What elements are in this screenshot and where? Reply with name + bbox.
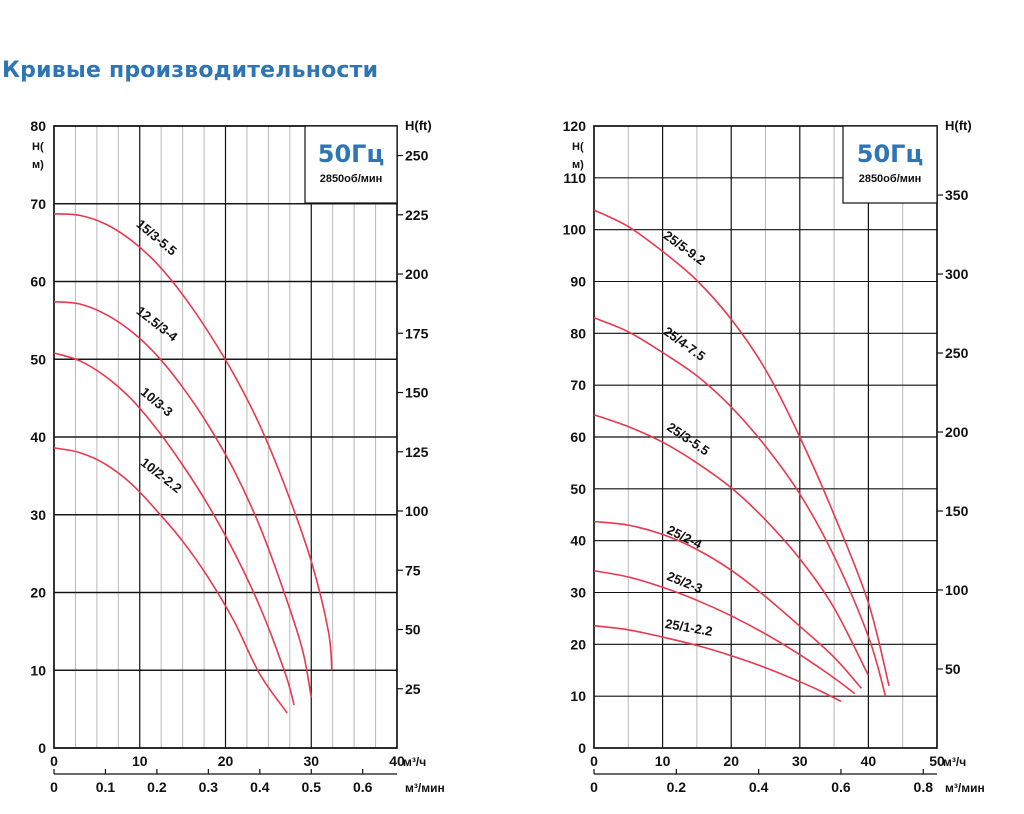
secondary-x-tick-label: 0.6 xyxy=(353,779,373,795)
curve-label: 25/3-5.5 xyxy=(664,419,712,458)
y-tick-label-right: 200 xyxy=(405,266,429,282)
y-axis-label-right: H(ft) xyxy=(945,118,972,133)
y-axis-label-left: H( xyxy=(572,141,584,153)
y-tick-label-right: 125 xyxy=(405,444,429,460)
x-tick-label: 10 xyxy=(132,753,148,769)
y-tick-label: 40 xyxy=(570,533,586,549)
curve-25/2-4 xyxy=(593,520,863,689)
y-tick-label-right: 350 xyxy=(945,187,969,203)
y-tick-label: 0 xyxy=(38,740,46,756)
curve-25/2-3 xyxy=(593,569,856,695)
y-axis-label-left: H( xyxy=(32,141,44,153)
y-tick-label: 60 xyxy=(570,429,586,445)
y-tick-label-right: 50 xyxy=(405,622,421,638)
x-tick-label: 0 xyxy=(590,753,598,769)
curve-label: 25/2-4 xyxy=(665,522,705,552)
y-axis-label-right: H(ft) xyxy=(405,118,432,133)
frequency-label: 50Гц xyxy=(857,140,923,168)
curve-25/5-9.2 xyxy=(593,209,890,686)
x-tick-label: 0 xyxy=(50,753,58,769)
curve-25/4-7.5 xyxy=(593,317,887,697)
y-tick-label-right: 100 xyxy=(405,503,429,519)
y-tick-label-right: 150 xyxy=(945,503,969,519)
y-tick-label: 30 xyxy=(570,585,586,601)
secondary-x-tick-label: 0.2 xyxy=(667,779,687,795)
y-tick-label: 10 xyxy=(570,688,586,704)
y-tick-label-right: 25 xyxy=(405,681,421,697)
y-tick-label: 70 xyxy=(570,377,586,393)
speed-label: 2850об/мин xyxy=(859,173,922,185)
y-tick-label-right: 150 xyxy=(405,385,429,401)
y-tick-label-right: 100 xyxy=(945,582,969,598)
curve-25/1-2.2 xyxy=(593,624,842,703)
secondary-x-tick-label: 0.6 xyxy=(831,779,851,795)
speed-label: 2850об/мин xyxy=(320,173,383,185)
curve-label: 25/5-9.2 xyxy=(661,228,708,268)
y-tick-label: 50 xyxy=(570,481,586,497)
y-tick-label-right: 175 xyxy=(405,325,429,341)
secondary-x-tick-label: 0.2 xyxy=(147,779,167,795)
y-tick-label: 100 xyxy=(563,222,587,238)
y-tick-label: 110 xyxy=(563,170,586,186)
frequency-label: 50Гц xyxy=(318,140,384,168)
x-tick-label: 20 xyxy=(723,753,739,769)
frequency-box xyxy=(304,125,398,204)
page-title: Кривые производительности xyxy=(2,58,379,83)
curve-label: 25/4-7.5 xyxy=(661,324,708,364)
y-tick-label-right: 300 xyxy=(945,266,969,282)
plot-frame xyxy=(53,125,398,749)
secondary-x-tick-label: 0.8 xyxy=(914,779,934,795)
plot-frame xyxy=(593,125,938,749)
x-tick-label: 50 xyxy=(929,753,945,769)
y-tick-label-right: 250 xyxy=(405,148,429,164)
x-tick-label: 30 xyxy=(303,753,319,769)
frequency-box xyxy=(842,125,938,204)
x-axis-label-main: м³/ч xyxy=(403,755,426,769)
secondary-x-tick-label: 0.4 xyxy=(749,779,769,795)
y-tick-label: 40 xyxy=(30,429,46,445)
curve-label: 25/1-2.2 xyxy=(664,616,714,639)
y-tick-label: 20 xyxy=(570,636,586,652)
y-tick-label-right: 50 xyxy=(945,661,961,677)
y-tick-label-right: 75 xyxy=(405,562,421,578)
curve-15/3-5.5 xyxy=(53,213,333,671)
secondary-x-tick-label: 0.5 xyxy=(302,779,322,795)
y-tick-label: 10 xyxy=(30,662,46,678)
y-tick-label-right: 200 xyxy=(945,424,969,440)
x-tick-label: 10 xyxy=(655,753,671,769)
x-tick-label: 20 xyxy=(218,753,234,769)
y-axis-label-left-unit: м) xyxy=(32,159,44,171)
secondary-x-tick-label: 0 xyxy=(590,779,598,795)
x-axis-label-secondary: м³/мин xyxy=(405,781,445,795)
x-tick-label: 30 xyxy=(792,753,808,769)
x-axis-label-secondary: м³/мин xyxy=(945,781,985,795)
y-tick-label-right: 250 xyxy=(945,345,969,361)
curve-12.5/3-4 xyxy=(53,300,313,698)
y-tick-label: 70 xyxy=(30,196,46,212)
x-tick-label: 40 xyxy=(861,753,877,769)
x-tick-label: 40 xyxy=(389,753,405,769)
curve-10/2-2.2 xyxy=(53,447,288,714)
y-tick-label: 20 xyxy=(30,585,46,601)
secondary-x-tick-label: 0 xyxy=(50,779,58,795)
secondary-x-tick-label: 0.1 xyxy=(96,779,116,795)
y-tick-label: 0 xyxy=(578,740,586,756)
secondary-x-tick-label: 0.4 xyxy=(250,779,270,795)
y-tick-label: 90 xyxy=(570,274,586,290)
curve-10/3-3 xyxy=(53,352,295,706)
y-tick-label: 80 xyxy=(570,325,586,341)
y-tick-label: 50 xyxy=(30,351,46,367)
curve-25/3-5.5 xyxy=(593,413,870,676)
secondary-x-tick-label: 0.3 xyxy=(199,779,219,795)
y-tick-label: 120 xyxy=(563,118,587,134)
y-tick-label-right: 225 xyxy=(405,207,429,223)
y-tick-label: 80 xyxy=(30,118,46,134)
y-tick-label: 60 xyxy=(30,274,46,290)
x-axis-label-main: м³/ч xyxy=(943,755,966,769)
y-axis-label-left-unit: м) xyxy=(572,159,584,171)
y-tick-label: 30 xyxy=(30,507,46,523)
